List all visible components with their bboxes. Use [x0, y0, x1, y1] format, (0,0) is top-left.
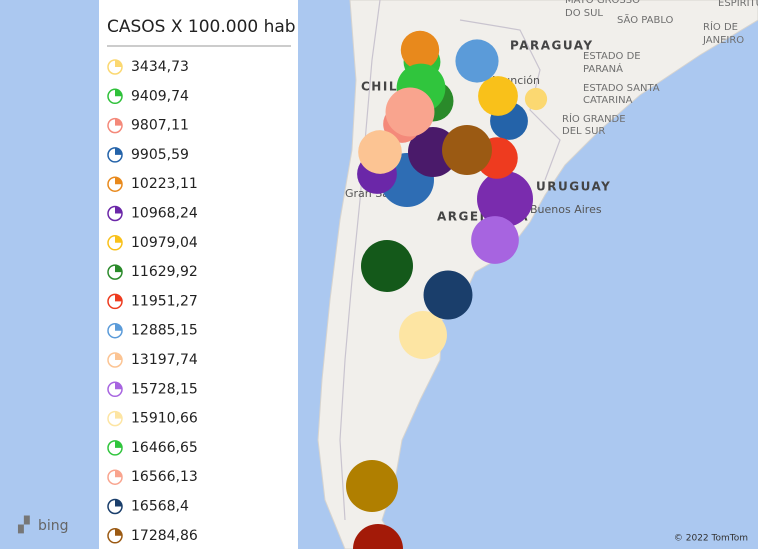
legend-label: 13197,74 [131, 352, 198, 368]
map-label: Buenos Aires [530, 203, 602, 216]
legend-title: CASOS X 100.000 hab [107, 17, 296, 37]
bubble [358, 130, 402, 174]
legend-label: 16568,4 [131, 499, 189, 515]
map-label: CHILE [361, 80, 408, 94]
map-label: DEL SUR [562, 126, 605, 137]
legend-label: 9409,74 [131, 88, 189, 104]
bubble [423, 270, 473, 320]
map-label: SÃO PABLO [617, 13, 674, 26]
map-label: RÍO GRANDE [562, 112, 626, 125]
legend-label: 11629,92 [131, 264, 198, 280]
legend-label: 11951,27 [131, 293, 198, 309]
bubble [361, 240, 413, 292]
provider-logo: ▞ [17, 516, 30, 534]
legend-swatch [115, 235, 122, 243]
legend-label: 12885,15 [131, 323, 198, 339]
bubble [524, 87, 548, 111]
bubble [399, 311, 447, 359]
legend-label: 10223,11 [131, 176, 198, 192]
provider: bing [38, 518, 69, 534]
legend-label: 9905,59 [131, 147, 189, 163]
bubble [353, 524, 403, 549]
map-label: JANEIRO [702, 35, 744, 46]
legend-label: 16566,13 [131, 469, 198, 485]
map-label: MATO GROSSO [565, 0, 640, 6]
legend-label: 10968,24 [131, 206, 198, 222]
map-label: URUGUAY [536, 180, 611, 194]
legend-swatch [115, 60, 122, 67]
map-label: ESTADO SANTA [583, 83, 660, 94]
legend-label: 15728,15 [131, 381, 198, 397]
legend-label: 16466,65 [131, 440, 198, 456]
border [339, 0, 381, 521]
bubble [471, 216, 519, 264]
legend-swatch [115, 499, 122, 507]
bubble [385, 87, 435, 137]
legend-swatch [115, 294, 122, 302]
legend-label: 17284,86 [131, 528, 198, 544]
legend-label: 10979,04 [131, 235, 198, 251]
legend-label: 9807,11 [131, 118, 189, 134]
bubble [455, 39, 499, 83]
legend-swatch [115, 147, 122, 155]
bubble [477, 171, 533, 227]
legend-swatch [115, 382, 122, 390]
map-label: ESTADO DE [583, 51, 641, 62]
bubble [442, 125, 492, 175]
legend-swatch [115, 206, 122, 214]
map-label: PARAGUAY [510, 39, 594, 53]
legend-swatch [115, 118, 122, 126]
map-label: DO SUL [565, 8, 603, 19]
bubble [400, 30, 440, 70]
legend-swatch [115, 440, 122, 448]
legend-swatch [115, 265, 122, 273]
legend-swatch [115, 528, 122, 536]
map-label: RÍO DE [703, 20, 738, 33]
legend-swatch [115, 470, 122, 478]
map-label: ESPIRITU SANTO [718, 0, 758, 9]
copyright: © 2022 TomTom [674, 534, 748, 544]
legend-swatch [115, 353, 122, 360]
bubble [478, 76, 518, 116]
map-label: CATARINA [583, 95, 633, 106]
bubble [346, 460, 398, 512]
legend-swatch [115, 89, 122, 97]
legend-swatch [115, 177, 122, 185]
legend-swatch [115, 411, 122, 419]
map-label: PARANÁ [583, 62, 623, 75]
legend-label: 3434,73 [131, 59, 189, 75]
legend-panel [99, 0, 298, 549]
legend-label: 15910,66 [131, 411, 198, 427]
legend-swatch [115, 323, 122, 331]
